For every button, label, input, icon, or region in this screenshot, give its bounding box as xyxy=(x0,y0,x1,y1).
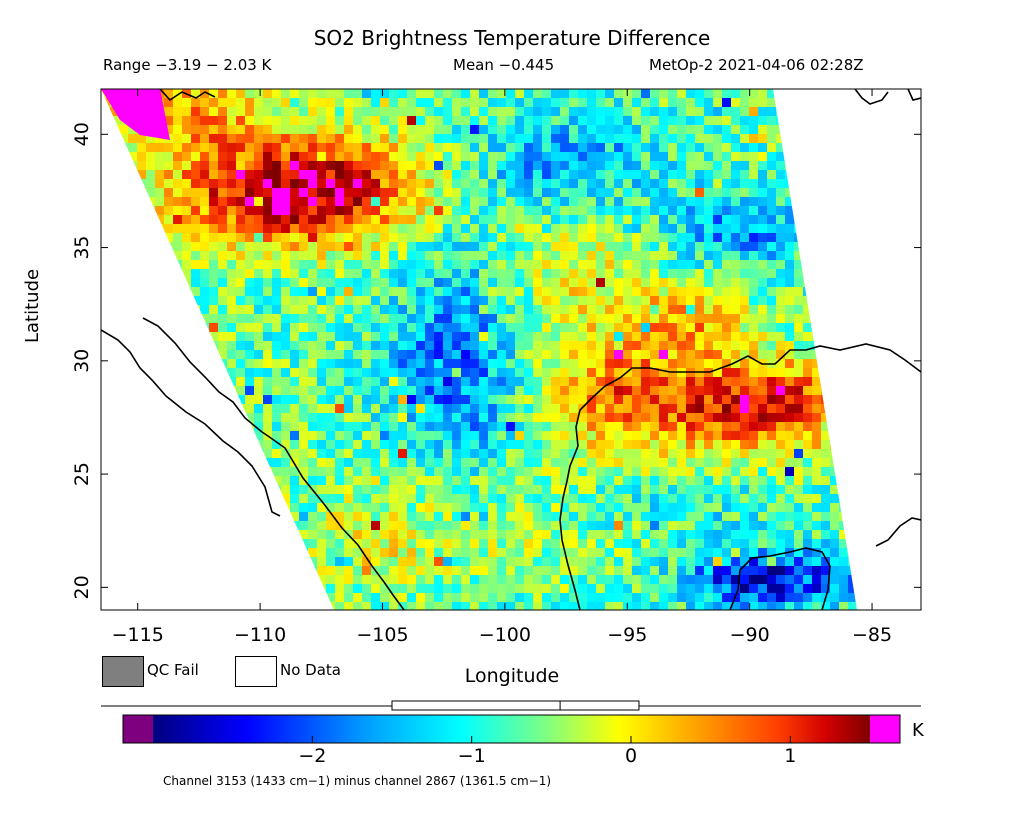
y-tick-label: 35 xyxy=(71,235,93,259)
colorbar-tick-label: −1 xyxy=(457,745,486,767)
range-label: Range −3.19 − 2.03 K xyxy=(103,56,272,74)
colorbar xyxy=(101,700,921,744)
qc-fail-swatch xyxy=(102,656,144,687)
colorbar-tick-label: 0 xyxy=(624,745,638,767)
x-axis-label: Longitude xyxy=(464,665,560,687)
x-tick-label: −115 xyxy=(112,624,164,646)
brightness-temperature-swath xyxy=(101,89,857,610)
colorbar-gradient xyxy=(153,715,870,743)
coastlines xyxy=(101,89,921,610)
colorbar-stats-box xyxy=(391,700,640,711)
y-tick-label: 30 xyxy=(71,349,93,373)
axis-ticks xyxy=(101,89,921,610)
y-tick-label: 25 xyxy=(71,462,93,486)
colorbar-over-swatch xyxy=(870,715,900,743)
y-axis-label: Latitude xyxy=(22,268,43,343)
x-tick-label: −85 xyxy=(852,624,892,646)
x-tick-label: −100 xyxy=(479,624,531,646)
satellite-time-label: MetOp-2 2021-04-06 02:28Z xyxy=(649,56,864,74)
mean-label: Mean −0.445 xyxy=(453,56,555,74)
colorbar-tick-label: −2 xyxy=(298,745,327,767)
y-tick-label: 20 xyxy=(71,575,93,599)
no-data-label: No Data xyxy=(280,661,341,679)
colorbar-tick-label: 1 xyxy=(784,745,797,767)
plot-frame xyxy=(100,88,922,611)
qc-fail-label: QC Fail xyxy=(147,661,199,679)
map-title: SO2 Brightness Temperature Difference xyxy=(313,26,711,50)
no-data-swatch xyxy=(235,656,277,687)
x-tick-label: −105 xyxy=(356,624,408,646)
colorbar-under-swatch xyxy=(123,715,153,743)
y-tick-label: 40 xyxy=(71,122,93,146)
x-tick-label: −90 xyxy=(730,624,770,646)
x-tick-label: −95 xyxy=(607,624,647,646)
channel-footnote: Channel 3153 (1433 cm−1) minus channel 2… xyxy=(163,774,552,788)
axis-tick-labels: −115 −110 −105 −100 −95 −90 −85 40 35 30 25 20 xyxy=(71,122,892,646)
saturated-region xyxy=(101,89,170,140)
x-tick-label: −110 xyxy=(234,624,286,646)
colorbar-unit: K xyxy=(912,720,924,741)
